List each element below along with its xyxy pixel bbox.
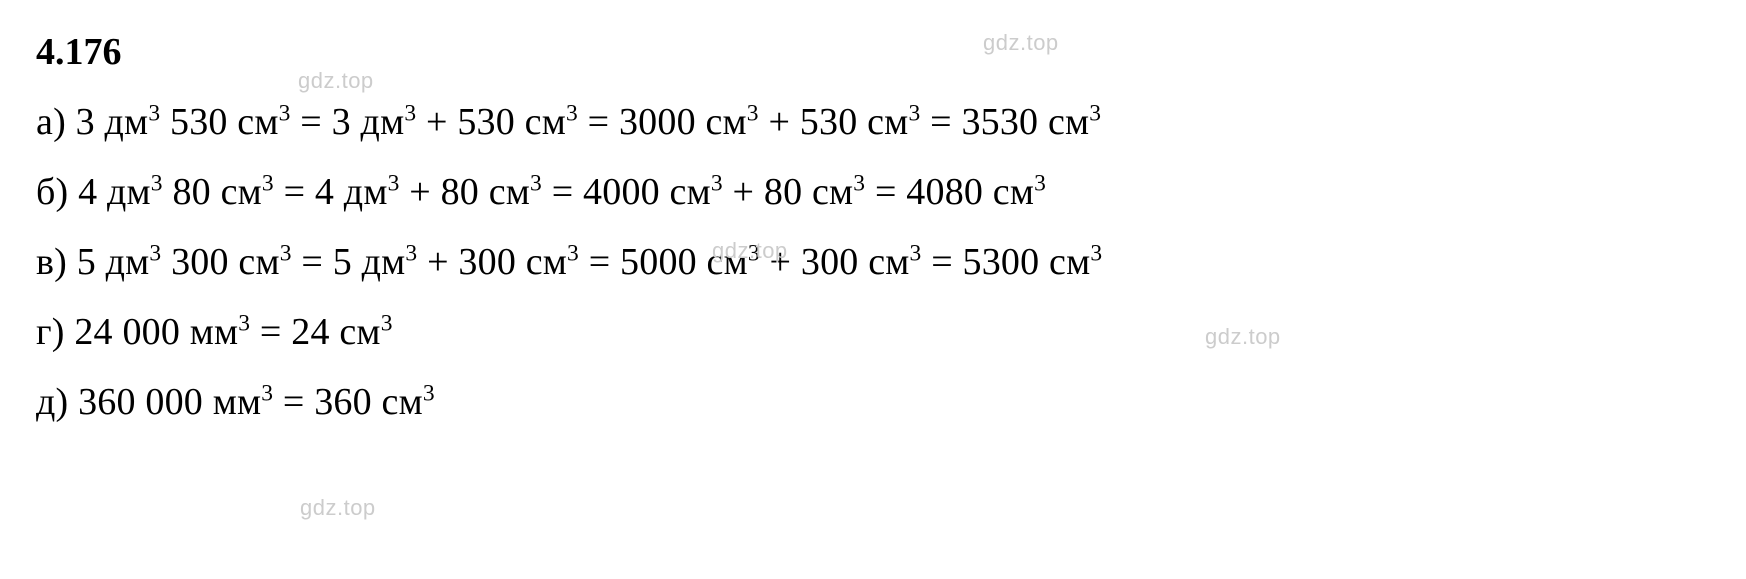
exponent: 3 <box>910 240 922 266</box>
exponent: 3 <box>149 240 161 266</box>
exponent: 3 <box>1089 100 1101 126</box>
exponent: 3 <box>566 100 578 126</box>
exponent: 3 <box>853 170 865 196</box>
exponent: 3 <box>262 170 274 196</box>
exponent: 3 <box>279 100 291 126</box>
equation-line: д) 360 000 мм3 = 360 см3 <box>36 380 1716 424</box>
item-label: г) <box>36 311 74 353</box>
exponent: 3 <box>423 380 435 406</box>
exponent: 3 <box>280 240 292 266</box>
exponent: 3 <box>261 380 273 406</box>
exponent: 3 <box>1090 240 1102 266</box>
exponent: 3 <box>151 170 163 196</box>
item-label: б) <box>36 171 78 213</box>
problem-number: 4.176 <box>36 30 1716 74</box>
exponent: 3 <box>711 170 723 196</box>
exponent: 3 <box>405 240 417 266</box>
exponent: 3 <box>530 170 542 196</box>
equation-line: а) 3 дм3 530 см3 = 3 дм3 + 530 см3 = 300… <box>36 100 1716 144</box>
item-label: в) <box>36 241 77 283</box>
exponent: 3 <box>748 240 760 266</box>
item-label: д) <box>36 381 78 423</box>
equation-line: г) 24 000 мм3 = 24 см3 <box>36 310 1716 354</box>
watermark: gdz.top <box>300 495 376 521</box>
item-label: а) <box>36 101 76 143</box>
exponent: 3 <box>1034 170 1046 196</box>
exponent: 3 <box>567 240 579 266</box>
exponent: 3 <box>404 100 416 126</box>
exponent: 3 <box>381 310 393 336</box>
exponent: 3 <box>148 100 160 126</box>
equation-line: в) 5 дм3 300 см3 = 5 дм3 + 300 см3 = 500… <box>36 240 1716 284</box>
equation-list: а) 3 дм3 530 см3 = 3 дм3 + 530 см3 = 300… <box>36 100 1716 424</box>
exponent: 3 <box>238 310 250 336</box>
exponent: 3 <box>747 100 759 126</box>
exponent: 3 <box>388 170 400 196</box>
exponent: 3 <box>908 100 920 126</box>
equation-line: б) 4 дм3 80 см3 = 4 дм3 + 80 см3 = 4000 … <box>36 170 1716 214</box>
